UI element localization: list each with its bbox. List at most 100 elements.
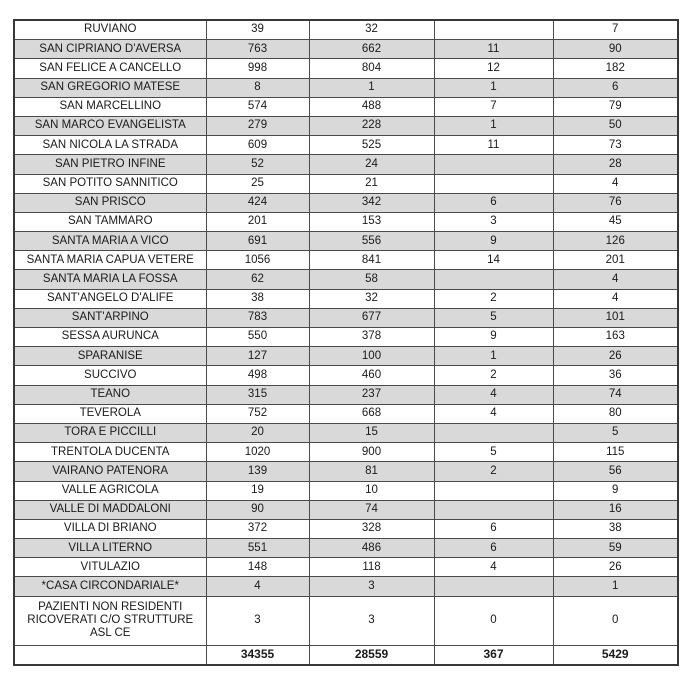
table-row: SAN NICOLA LA STRADA 609 525 11 73 — [13, 135, 679, 156]
value-cell: 279 — [205, 115, 310, 137]
value-cell: 6 — [433, 518, 554, 540]
value-cell: 139 — [205, 461, 310, 482]
value-cell: 5 — [552, 422, 679, 444]
municipality-cell: SAN POTITO SANNITICO — [13, 173, 207, 194]
value-cell: 4 — [205, 576, 310, 597]
value-cell: 9 — [433, 326, 554, 348]
table-row: VILLA LITERNO 551 486 6 59 — [13, 538, 679, 559]
municipality-cell: SAN MARCELLINO — [13, 96, 207, 117]
municipality-cell: SANT'ARPINO — [13, 307, 207, 329]
value-cell: 763 — [205, 39, 310, 60]
municipality-cell: SPARANISE — [13, 346, 207, 367]
value-cell: 126 — [552, 231, 679, 252]
municipality-cell: PAZIENTI NON RESIDENTI RICOVERATI C/O ST… — [13, 595, 207, 646]
municipality-cell: VAIRANO PATENORA — [13, 461, 207, 482]
value-cell — [433, 576, 554, 597]
table-row: SAN PIETRO INFINE 52 24 28 — [13, 154, 679, 175]
value-cell: 691 — [205, 231, 310, 252]
value-cell: 9 — [552, 480, 679, 501]
value-cell: 7 — [552, 19, 679, 41]
value-cell — [433, 269, 554, 290]
table-row: SAN GREGORIO MATESE 8 1 1 6 — [13, 77, 679, 98]
municipality-cell: RUVIANO — [13, 19, 207, 41]
municipality-cell: *CASA CIRCONDARIALE* — [13, 576, 207, 597]
value-cell: 38 — [205, 288, 310, 309]
table-row: SAN MARCO EVANGELISTA 279 228 1 50 — [13, 115, 679, 137]
municipality-data-table: RUVIANO 39 32 7 SAN CIPRIANO D'AVERSA 763 662 1… — [13, 19, 679, 666]
value-cell: 38 — [552, 518, 679, 540]
value-cell: 315 — [205, 384, 310, 405]
value-cell: 16 — [552, 499, 679, 520]
value-cell: 556 — [308, 231, 435, 252]
municipality-cell: TEVEROLA — [13, 403, 207, 424]
value-cell: 4 — [433, 557, 554, 578]
value-cell: 201 — [552, 250, 679, 271]
value-cell: 28559 — [308, 644, 435, 666]
value-cell: 21 — [308, 173, 435, 194]
value-cell: 58 — [308, 269, 435, 290]
value-cell: 372 — [205, 518, 310, 540]
value-cell: 3 — [308, 576, 435, 597]
value-cell: 100 — [308, 346, 435, 367]
value-cell: 52 — [205, 154, 310, 175]
value-cell: 115 — [552, 442, 679, 463]
value-cell: 163 — [552, 326, 679, 348]
table-row: SPARANISE 127 100 1 26 — [13, 346, 679, 367]
municipality-cell: SAN TAMMARO — [13, 211, 207, 233]
value-cell: 80 — [552, 403, 679, 424]
value-cell: 2 — [433, 461, 554, 482]
value-cell: 28 — [552, 154, 679, 175]
table-row: SAN PRISCO 424 342 6 76 — [13, 192, 679, 213]
municipality-cell: SANTA MARIA A VICO — [13, 231, 207, 252]
value-cell: 26 — [552, 346, 679, 367]
value-cell: 525 — [308, 135, 435, 156]
value-cell: 14 — [433, 250, 554, 271]
table-row: SAN TAMMARO 201 153 3 45 — [13, 211, 679, 233]
value-cell: 3 — [433, 211, 554, 233]
value-cell: 7 — [433, 96, 554, 117]
value-cell: 4 — [433, 384, 554, 405]
municipality-cell: SAN NICOLA LA STRADA — [13, 135, 207, 156]
table-row: SAN FELICE A CANCELLO 998 804 12 182 — [13, 58, 679, 79]
value-cell: 101 — [552, 307, 679, 329]
value-cell: 26 — [552, 557, 679, 578]
value-cell: 662 — [308, 39, 435, 60]
value-cell: 201 — [205, 211, 310, 233]
value-cell — [433, 19, 554, 41]
value-cell: 998 — [205, 58, 310, 79]
value-cell: 424 — [205, 192, 310, 213]
value-cell: 900 — [308, 442, 435, 463]
value-cell: 6 — [433, 192, 554, 213]
value-cell: 1 — [433, 77, 554, 98]
municipality-cell: SESSA AURUNCA — [13, 326, 207, 348]
table-row: VALLE DI MADDALONI 90 74 16 — [13, 499, 679, 520]
value-cell: 118 — [308, 557, 435, 578]
municipality-cell: VALLE AGRICOLA — [13, 480, 207, 501]
value-cell: 12 — [433, 58, 554, 79]
value-cell: 5429 — [552, 644, 679, 666]
table-body: RUVIANO 39 32 7 SAN CIPRIANO D'AVERSA 763 662 1… — [13, 19, 679, 666]
value-cell: 5 — [433, 307, 554, 329]
table-row: TORA E PICCILLI 20 15 5 — [13, 422, 679, 444]
table-row: VALLE AGRICOLA 19 10 9 — [13, 480, 679, 501]
value-cell: 25 — [205, 173, 310, 194]
value-cell — [433, 154, 554, 175]
value-cell: 74 — [308, 499, 435, 520]
municipality-cell: SUCCIVO — [13, 365, 207, 386]
value-cell: 39 — [205, 19, 310, 41]
table-row: TRENTOLA DUCENTA 1020 900 5 115 — [13, 442, 679, 463]
value-cell: 73 — [552, 135, 679, 156]
municipality-cell: TEANO — [13, 384, 207, 405]
value-cell: 45 — [552, 211, 679, 233]
value-cell: 4 — [552, 173, 679, 194]
table-row: VAIRANO PATENORA 139 81 2 56 — [13, 461, 679, 482]
value-cell: 90 — [552, 39, 679, 60]
value-cell: 90 — [205, 499, 310, 520]
value-cell: 9 — [433, 231, 554, 252]
value-cell: 36 — [552, 365, 679, 386]
value-cell: 1 — [433, 115, 554, 137]
value-cell: 0 — [433, 595, 554, 646]
value-cell: 11 — [433, 135, 554, 156]
value-cell: 79 — [552, 96, 679, 117]
value-cell: 498 — [205, 365, 310, 386]
